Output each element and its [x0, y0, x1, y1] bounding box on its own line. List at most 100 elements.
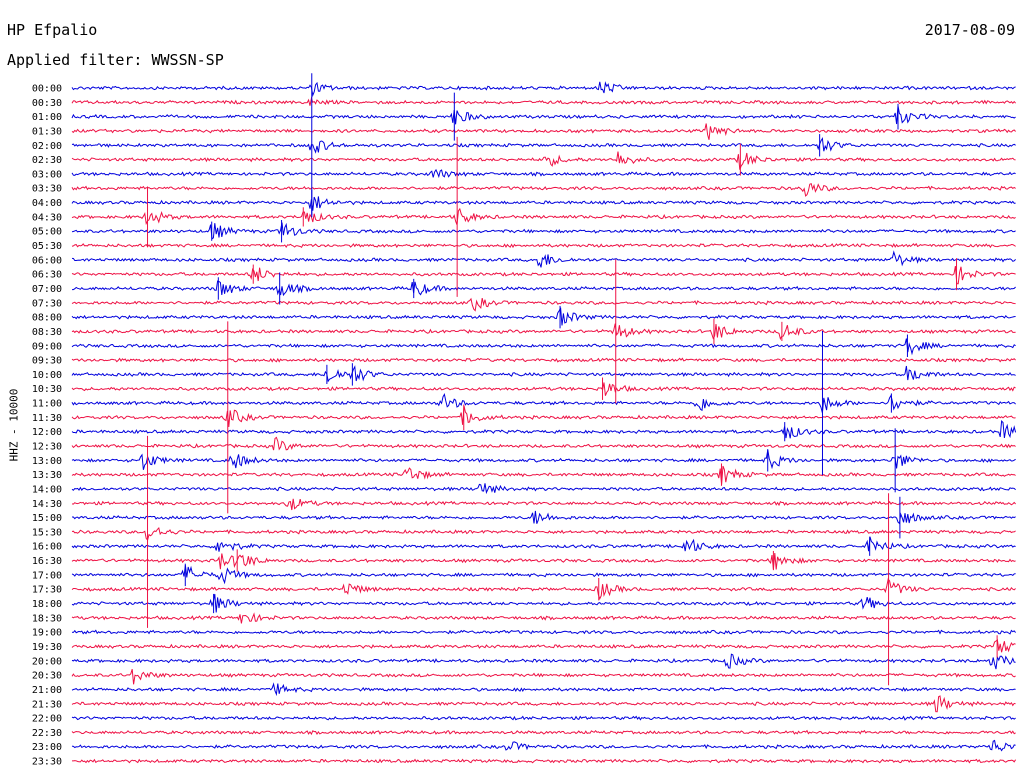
tick-label: 16:00: [32, 542, 62, 553]
tick-label: 14:00: [32, 484, 62, 495]
trace-line: [71, 612, 1016, 624]
trace-line: [71, 207, 1016, 226]
seismic-traces: [71, 81, 1017, 764]
tick-label: 00:00: [32, 84, 62, 95]
trace-line: [71, 483, 1016, 495]
trace-line: [71, 168, 1016, 179]
trace-line: [71, 242, 1016, 249]
filter-label: Applied filter: WWSSN-SP: [7, 51, 224, 69]
trace-line: [71, 250, 1016, 268]
trace-line: [71, 151, 1016, 170]
trace-line: [71, 357, 1016, 363]
tick-label: 04:00: [32, 198, 62, 209]
trace-line: [71, 682, 1016, 697]
time-tick-labels: 00:00 00:30 01:00 01:30 02:00 02:30 03:00 03:30…: [32, 84, 62, 768]
tick-label: 07:30: [32, 298, 62, 309]
trace-line: [71, 695, 1016, 713]
tick-label: 02:00: [32, 141, 62, 152]
trace-line: [71, 527, 1016, 542]
tick-label: 12:00: [32, 427, 62, 438]
trace-line: [71, 629, 1016, 635]
trace-line: [72, 510, 1016, 525]
tick-label: 11:30: [32, 413, 62, 424]
tick-label: 17:30: [32, 585, 62, 596]
trace-line: [71, 449, 1016, 470]
trace-line: [71, 715, 1016, 721]
trace-line: [71, 393, 1016, 414]
trace-line: [71, 123, 1016, 140]
trace-line: [71, 729, 1016, 736]
trace-line: [72, 758, 1017, 764]
tick-label: 08:30: [32, 327, 62, 338]
trace-line: [71, 498, 1016, 511]
tick-label: 19:30: [32, 642, 62, 653]
trace-line: [71, 669, 1016, 685]
event-spikes: [147, 73, 998, 686]
tick-label: 18:00: [32, 599, 62, 610]
trace-line: [71, 81, 1016, 97]
tick-label: 15:00: [32, 513, 62, 524]
tick-label: 19:00: [32, 628, 62, 639]
trace-line: [71, 565, 1016, 585]
trace-line: [72, 280, 1016, 297]
trace-line: [71, 96, 1016, 106]
tick-label: 08:00: [32, 313, 62, 324]
tick-label: 22:30: [32, 728, 62, 739]
trace-line: [71, 136, 1016, 154]
tick-label: 20:00: [32, 656, 62, 667]
trace-line: [71, 436, 1016, 451]
date-label: 2017-08-09: [924, 21, 1015, 39]
tick-label: 14:30: [32, 499, 62, 510]
trace-line: [71, 183, 1016, 197]
tick-label: 09:30: [32, 356, 62, 367]
tick-label: 15:30: [32, 527, 62, 538]
tick-label: 07:00: [32, 284, 62, 295]
tick-label: 10:30: [32, 384, 62, 395]
trace-line: [71, 653, 1016, 670]
trace-line: [71, 553, 1016, 570]
trace-line: [71, 405, 1016, 427]
tick-label: 00:30: [32, 98, 62, 109]
trace-line: [71, 739, 1016, 752]
station-title: HP Efpalio: [7, 21, 98, 39]
tick-label: 01:00: [32, 112, 62, 123]
tick-label: 13:30: [32, 470, 62, 481]
trace-line: [71, 639, 1016, 653]
trace-line: [71, 382, 1016, 396]
tick-label: 09:00: [32, 341, 62, 352]
trace-line: [71, 196, 1016, 211]
tick-label: 03:00: [32, 169, 62, 180]
trace-line: [71, 465, 1016, 485]
trace-line: [71, 419, 1017, 439]
tick-label: 03:30: [32, 184, 62, 195]
trace-line: [71, 365, 1016, 383]
tick-label: 23:00: [32, 742, 62, 753]
tick-label: 18:30: [32, 613, 62, 624]
tick-label: 05:00: [32, 227, 62, 238]
tick-label: 06:30: [32, 270, 62, 281]
tick-label: 04:30: [32, 212, 62, 223]
trace-line: [71, 593, 1016, 613]
trace-line: [71, 297, 1016, 312]
tick-label: 17:00: [32, 570, 62, 581]
tick-label: 06:00: [32, 255, 62, 266]
trace-line: [71, 338, 1016, 356]
tick-label: 05:30: [32, 241, 62, 252]
tick-label: 20:30: [32, 671, 62, 682]
trace-line: [71, 105, 1016, 125]
tick-label: 11:00: [32, 399, 62, 410]
tick-label: 02:30: [32, 155, 62, 166]
trace-line: [71, 307, 1016, 326]
trace-line: [71, 266, 1016, 285]
tick-label: 21:30: [32, 699, 62, 710]
trace-line: [71, 536, 1016, 552]
tick-label: 01:30: [32, 126, 62, 137]
trace-line: [71, 222, 1016, 240]
tick-label: 21:00: [32, 685, 62, 696]
trace-line: [71, 577, 1016, 600]
tick-label: 23:30: [32, 757, 62, 768]
tick-label: 16:30: [32, 556, 62, 567]
tick-label: 22:00: [32, 714, 62, 725]
tick-label: 13:00: [32, 456, 62, 467]
